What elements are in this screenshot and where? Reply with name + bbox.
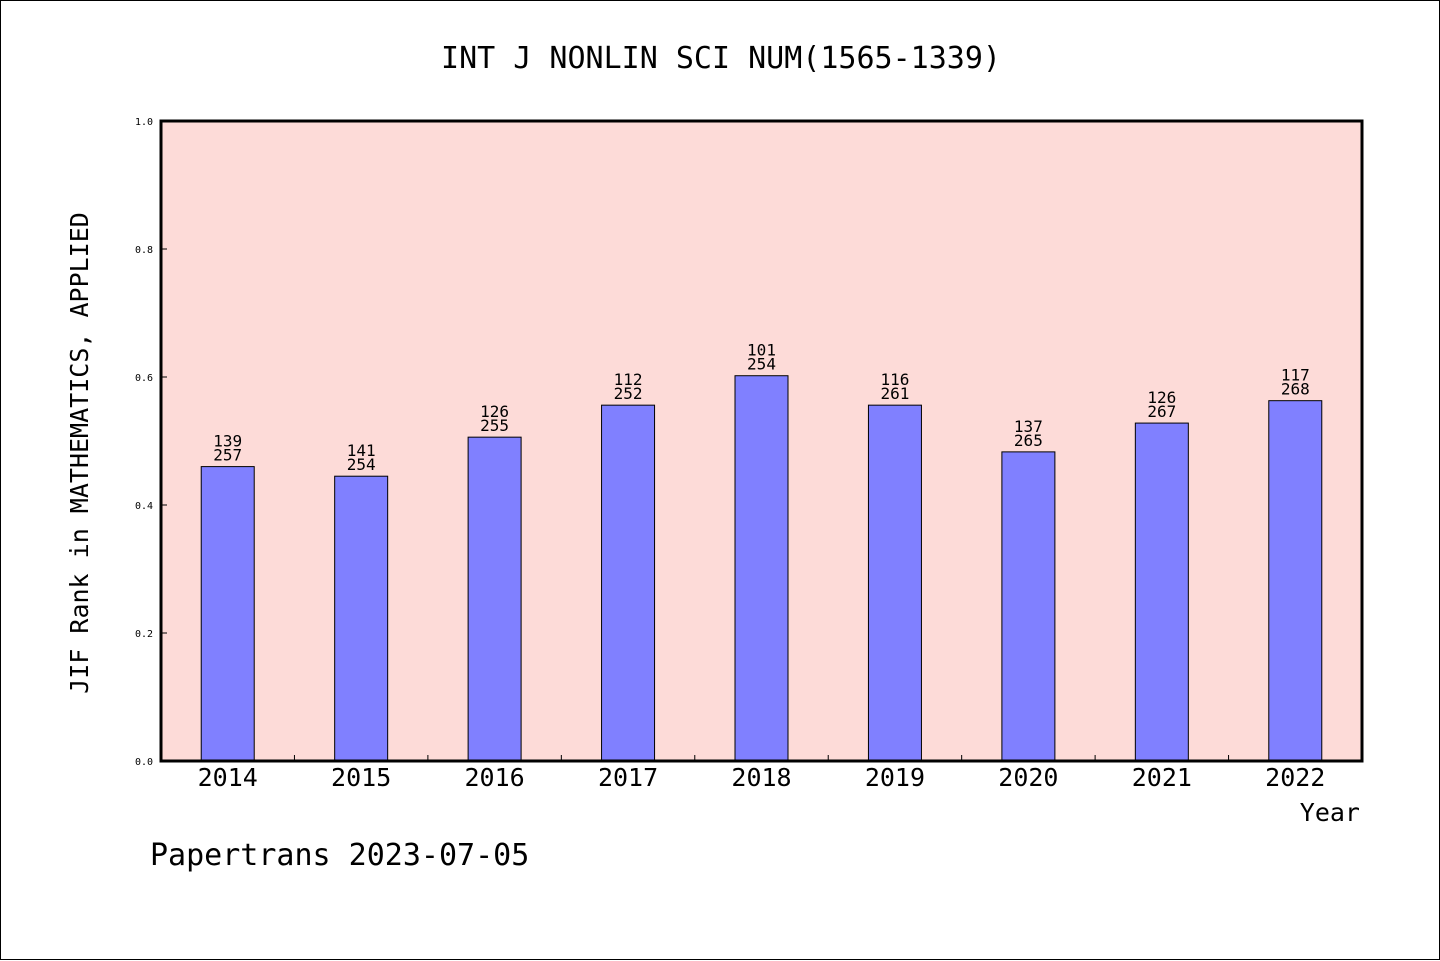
bar-total-label: 257 [213, 446, 242, 465]
y-tick-label: 1.0 [135, 117, 153, 128]
y-tick-label: 0.0 [135, 757, 153, 768]
bar-total-label: 265 [1014, 431, 1043, 450]
bar-2017 [601, 404, 656, 762]
x-tick-label: 2021 [1132, 763, 1192, 792]
bar-rank-label: 116 [880, 370, 909, 389]
bar-rank-label: 137 [1014, 417, 1043, 436]
bar-rank-label: 117 [1281, 366, 1310, 385]
bar-2016 [467, 436, 522, 762]
bar-total-label: 252 [614, 384, 643, 403]
bar-2018 [734, 375, 789, 762]
bar-total-label: 267 [1147, 402, 1176, 421]
x-tick-label: 2022 [1265, 763, 1325, 792]
x-tick-label: 2017 [598, 763, 658, 792]
bar-rank-label: 101 [747, 341, 776, 360]
bar-total-label: 254 [347, 455, 376, 474]
bar-2014 [200, 466, 255, 762]
y-tick-label: 0.6 [135, 373, 153, 384]
bar-rank-label: 141 [347, 441, 376, 460]
bar-2022 [1268, 400, 1323, 762]
x-axis-ticks: 2014 2015 2016 2017 2018 2019 2020 2021 2022 [198, 755, 1325, 792]
bar-total-label: 255 [480, 416, 509, 435]
y-tick-label: 0.8 [135, 245, 153, 256]
x-tick-label: 2016 [465, 763, 525, 792]
x-tick-label: 2020 [998, 763, 1058, 792]
bar-rank-label: 112 [614, 370, 643, 389]
y-tick-label: 0.4 [135, 501, 153, 512]
bar-total-label: 268 [1281, 380, 1310, 399]
x-tick-label: 2018 [731, 763, 791, 792]
x-tick-label: 2019 [865, 763, 925, 792]
plot-border [159, 119, 1364, 763]
bar-2019 [867, 404, 922, 762]
chart-title: INT J NONLIN SCI NUM(1565-1339) [441, 41, 1001, 76]
bar-2020 [1001, 451, 1056, 762]
bar-rank-label: 126 [480, 402, 509, 421]
x-tick-label: 2015 [331, 763, 391, 792]
bar-2021 [1134, 422, 1189, 762]
bar-total-label: 254 [747, 355, 776, 374]
footer-text: Papertrans 2023-07-05 [150, 838, 529, 873]
bar-rank-label: 139 [213, 432, 242, 451]
y-axis-label: JIF Rank in MATHEMATICS, APPLIED [65, 212, 94, 694]
y-tick-label: 0.2 [135, 629, 153, 640]
x-axis-label: Year [1300, 798, 1360, 827]
bar-total-label: 261 [880, 384, 909, 403]
bar-rank-label: 126 [1147, 388, 1176, 407]
bar-2015 [334, 475, 389, 762]
x-tick-label: 2014 [198, 763, 258, 792]
